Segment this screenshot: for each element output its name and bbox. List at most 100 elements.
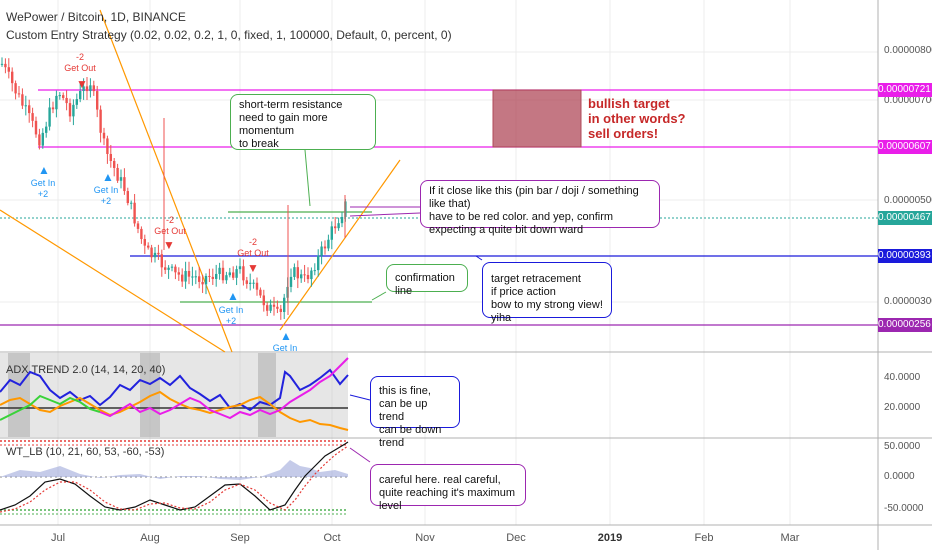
candle-body [300, 274, 303, 279]
callout-adx-note[interactable]: this is fine, can be up trend can be dow… [370, 376, 460, 449]
candle-body [160, 254, 163, 268]
candle-body [164, 267, 167, 270]
callout-resistance[interactable]: short-term resistance need to gain more … [230, 94, 376, 150]
price-tick: 0.00000500 [884, 195, 932, 206]
time-label-year: 2019 [597, 532, 623, 544]
candle-body [79, 91, 82, 100]
candle-body [41, 132, 44, 146]
price-tick: 0.00000300 [884, 296, 932, 307]
strategy-legend: Custom Entry Strategy (0.02, 0.02, 0.2, … [6, 28, 452, 42]
target-text: bullish target in other words? sell orde… [588, 96, 686, 141]
candle-body [262, 295, 265, 306]
candle-body [320, 246, 323, 256]
candle-body [38, 134, 41, 146]
signal-get-in: Get In [272, 343, 298, 353]
candle-body [177, 272, 180, 275]
candle-body [181, 274, 184, 282]
candle-body [147, 245, 150, 248]
candle-body [201, 281, 204, 285]
wt-pane [0, 440, 349, 515]
callout-retracement[interactable]: target retracement if price action bow t… [482, 262, 612, 324]
candle-body [194, 276, 197, 278]
candle-body [62, 95, 65, 98]
wt-tick: 50.0000 [884, 441, 921, 452]
candle-body [211, 276, 214, 279]
candle-body [136, 223, 140, 229]
candle-body [82, 86, 85, 92]
candle-body [306, 274, 310, 280]
candle-body [276, 306, 279, 309]
candle-body [191, 276, 194, 278]
candle-body [204, 275, 208, 285]
candle-body [58, 95, 61, 97]
callout-close[interactable]: If it close like this (pin bar / doji / … [420, 180, 660, 236]
candle-body [313, 270, 316, 272]
candle-body [0, 63, 4, 65]
candle-body [157, 252, 160, 255]
arrow-up-icon: ▲ [38, 163, 50, 177]
candle-body [296, 267, 299, 279]
candle-body [31, 113, 34, 121]
time-label: Feb [694, 532, 714, 544]
candle-body [330, 226, 333, 240]
candle-body [68, 103, 72, 117]
candle-body [255, 282, 259, 290]
candle-body [143, 239, 146, 246]
signal-get-out: -2 Get Out [154, 215, 186, 236]
callout-confirmation[interactable]: confirmation line [386, 264, 468, 297]
candle-body [323, 246, 327, 249]
candle-body [215, 273, 218, 279]
target-zone [492, 89, 582, 148]
candlesticks [0, 57, 347, 320]
candle-body [266, 305, 269, 311]
time-label: Aug [140, 532, 160, 544]
time-label: Oct [323, 532, 341, 544]
candle-body [119, 177, 123, 181]
wt-tick: -50.0000 [884, 503, 924, 514]
candle-body [113, 160, 116, 168]
price-tick: 0.00000800 [884, 45, 932, 56]
candle-body [238, 266, 242, 270]
candle-body [85, 86, 89, 92]
candle-body [123, 177, 126, 192]
adx-tick: 20.0000 [884, 402, 921, 413]
signal-get-out: -2 Get Out [237, 237, 269, 258]
candle-body [45, 126, 48, 133]
candle-body [55, 95, 58, 110]
candle-body [317, 255, 320, 271]
candle-body [310, 270, 313, 280]
price-tick: 0.00000700 [884, 95, 932, 106]
callout-connectors [304, 149, 483, 463]
candle-body [130, 202, 133, 204]
price-label-last: 0.00000467 [878, 211, 932, 225]
candle-body [11, 71, 14, 84]
candle-body [293, 267, 296, 277]
time-label: Mar [780, 532, 800, 544]
candle-body [337, 223, 340, 229]
candle-body [170, 266, 174, 268]
price-label-256: 0.00000256 [878, 318, 932, 332]
candle-body [279, 308, 282, 312]
candle-body [34, 120, 38, 135]
arrow-up-icon: ▲ [227, 289, 239, 303]
candle-body [24, 105, 27, 107]
candle-body [187, 270, 191, 277]
candle-body [272, 304, 276, 307]
candle-body [140, 228, 143, 240]
candle-body [235, 269, 238, 278]
price-label-721: 0.00000721 [878, 83, 932, 97]
candle-body [334, 226, 337, 229]
candle-body [150, 247, 153, 258]
callout-wt-note[interactable]: careful here. real careful, quite reachi… [370, 464, 526, 512]
arrow-down-icon: ▼ [247, 261, 259, 275]
candle-body [327, 239, 330, 249]
candle-body [218, 267, 221, 274]
candle-body [28, 105, 31, 114]
arrow-up-icon: ▲ [280, 329, 292, 343]
candle-body [96, 91, 99, 110]
time-label: Sep [230, 532, 250, 544]
candle-body [99, 109, 102, 133]
candle-body [89, 85, 92, 92]
wt-tick: 0.0000 [884, 471, 915, 482]
